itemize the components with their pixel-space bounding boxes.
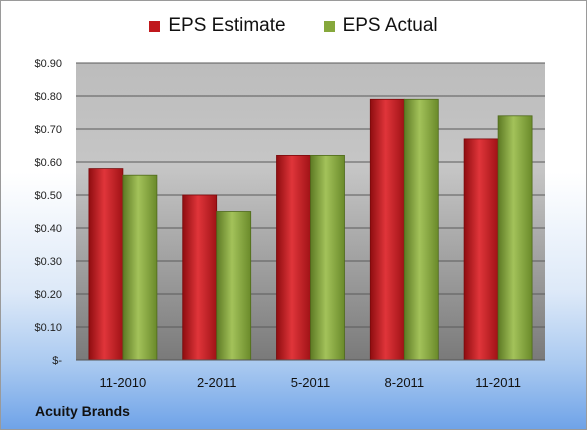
- bar-eps-estimate: [369, 98, 405, 361]
- legend: EPS Estimate EPS Actual: [1, 15, 586, 37]
- y-tick-label: $0.70: [34, 124, 62, 136]
- bar-eps-estimate: [276, 154, 311, 361]
- bar-eps-actual: [122, 174, 158, 361]
- bar-eps-actual: [403, 98, 439, 361]
- y-tick-label: $0.10: [34, 322, 62, 334]
- x-tick-label: 11-2011: [475, 375, 521, 390]
- bar-eps-estimate: [182, 194, 218, 361]
- x-tick-label: 11-2010: [100, 375, 147, 390]
- bar-eps-actual: [310, 154, 345, 361]
- legend-label-eps-estimate: EPS Estimate: [168, 15, 286, 36]
- legend-swatch-eps-actual: [323, 20, 335, 32]
- x-axis-ticks: 11-2010 2-2011 5-2011 8-2011 11-2011: [100, 375, 521, 390]
- x-tick-label: 2-2011: [197, 375, 237, 390]
- x-tick-label: 8-2011: [385, 375, 425, 390]
- y-tick-label: $0.50: [34, 190, 62, 202]
- bar-eps-actual: [216, 211, 252, 361]
- bars: [88, 98, 533, 361]
- legend-label-eps-actual: EPS Actual: [342, 15, 438, 36]
- bar-eps-actual: [497, 115, 533, 361]
- y-tick-label: $0.40: [34, 223, 62, 235]
- legend-item-eps-estimate: EPS Estimate: [149, 15, 286, 37]
- y-tick-label: $0.60: [34, 157, 62, 169]
- x-tick-label: 5-2011: [291, 375, 331, 390]
- legend-swatch-eps-estimate: [149, 20, 161, 32]
- bar-eps-estimate: [88, 168, 124, 361]
- bar-eps-estimate: [463, 138, 499, 361]
- y-tick-label: $0.30: [34, 256, 62, 268]
- legend-item-eps-actual: EPS Actual: [323, 15, 438, 37]
- y-tick-label: $0.80: [34, 91, 62, 103]
- y-tick-label: $0.20: [34, 289, 62, 301]
- y-axis-ticks: $- $0.10 $0.20 $0.30 $0.40 $0.50 $0.60 $0.70 $0.…: [34, 58, 62, 367]
- y-tick-label: $-: [52, 355, 62, 367]
- company-name: Acuity Brands: [35, 403, 130, 419]
- y-tick-label: $0.90: [34, 58, 62, 70]
